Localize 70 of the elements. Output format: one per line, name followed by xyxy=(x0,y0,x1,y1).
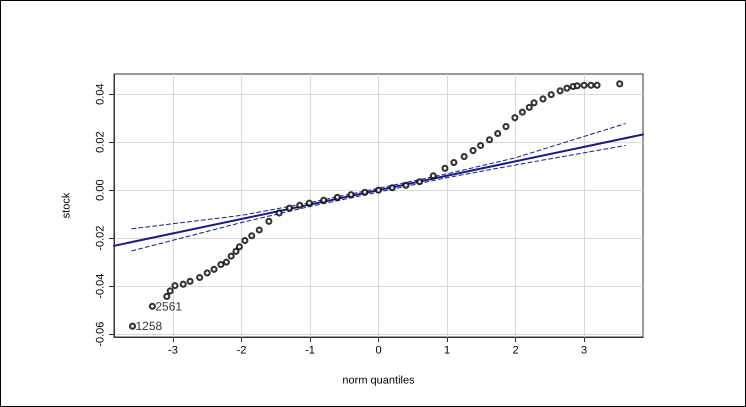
point xyxy=(574,82,581,90)
point xyxy=(548,91,555,98)
y-tick-label: -0.02 xyxy=(94,226,106,251)
point xyxy=(148,302,156,310)
point xyxy=(228,252,235,260)
point xyxy=(248,232,256,240)
point xyxy=(186,278,194,285)
point xyxy=(334,194,341,201)
point xyxy=(450,159,458,166)
annotation: 2561 xyxy=(155,299,182,314)
point xyxy=(320,196,328,204)
x-tick-label: 2 xyxy=(512,344,519,356)
point xyxy=(511,114,518,122)
point xyxy=(616,80,624,88)
point xyxy=(526,104,533,111)
x-tick-label: -1 xyxy=(305,344,315,356)
point xyxy=(163,292,170,300)
point xyxy=(265,218,272,225)
x-tick-label: 0 xyxy=(375,344,382,356)
point xyxy=(306,200,313,207)
point xyxy=(296,202,304,209)
x-tick-label: 1 xyxy=(444,344,450,356)
point xyxy=(180,280,187,288)
point xyxy=(416,178,424,186)
point xyxy=(276,209,283,216)
y-tick-label: 0.02 xyxy=(94,131,106,153)
x-tick-label: -2 xyxy=(236,344,246,356)
point xyxy=(486,136,494,144)
point xyxy=(494,130,502,138)
point xyxy=(587,82,594,89)
x-axis-title: norm quantiles xyxy=(342,374,416,386)
point xyxy=(375,186,382,194)
point xyxy=(217,261,224,268)
point xyxy=(286,204,293,212)
point xyxy=(470,147,477,154)
point xyxy=(232,248,240,255)
point xyxy=(594,82,601,89)
point xyxy=(502,123,510,130)
point xyxy=(210,266,218,273)
y-tick-label: -0.06 xyxy=(94,322,106,347)
point xyxy=(556,87,564,94)
point xyxy=(388,184,396,192)
point xyxy=(171,282,178,290)
point xyxy=(129,322,136,330)
point xyxy=(402,182,410,189)
point xyxy=(460,153,468,160)
point xyxy=(256,226,263,234)
point xyxy=(518,108,526,116)
point xyxy=(196,274,204,281)
y-tick-label: 0.00 xyxy=(94,179,106,201)
y-tick-label: -0.04 xyxy=(94,274,106,299)
point xyxy=(348,191,355,198)
point xyxy=(222,258,230,266)
point xyxy=(241,237,248,244)
point xyxy=(236,243,243,250)
point xyxy=(539,95,546,102)
x-tick-label: 3 xyxy=(581,344,588,356)
point xyxy=(530,99,538,106)
x-tick-label: -3 xyxy=(168,344,178,356)
point xyxy=(430,172,437,180)
point xyxy=(477,142,484,150)
point xyxy=(441,164,448,172)
point xyxy=(580,82,588,89)
y-axis-title: stock xyxy=(60,192,72,218)
point xyxy=(204,269,211,276)
annotation: 1258 xyxy=(136,319,163,334)
point xyxy=(166,287,174,294)
y-tick-label: 0.04 xyxy=(94,83,106,105)
point xyxy=(563,84,570,92)
point xyxy=(361,188,368,196)
